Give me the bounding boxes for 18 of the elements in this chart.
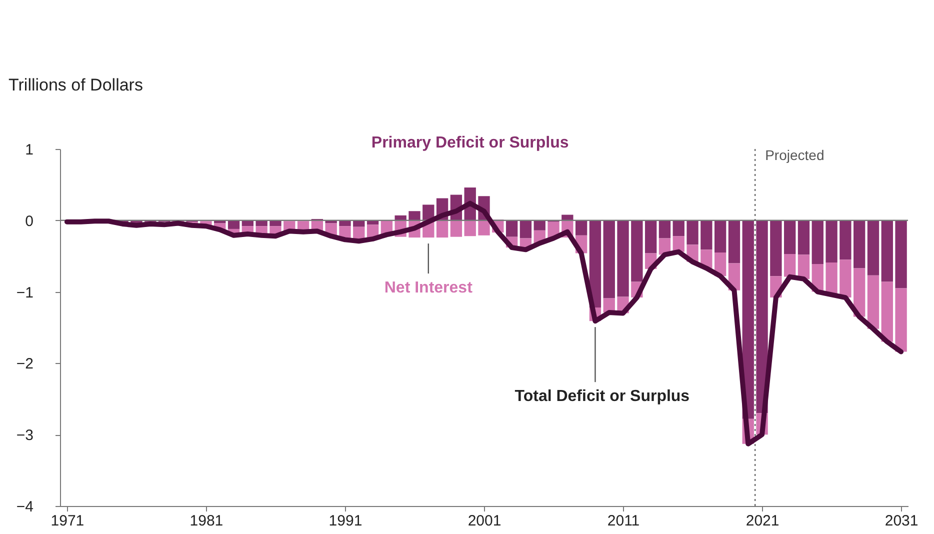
text: Net Interest — [384, 280, 474, 297]
x-tick-label: 1991 — [328, 512, 362, 530]
text: Total Deficit or Surplus — [514, 388, 690, 406]
x-tick-label: 2011 — [607, 512, 640, 530]
ref-line-label: Projected — [765, 147, 824, 163]
y-tick-label: 1 — [25, 142, 34, 158]
x-tick-label: 1981 — [190, 512, 224, 530]
x-tick-label: 1971 — [50, 512, 84, 530]
y-axis-title: Trillions of Dollars — [8, 76, 143, 94]
x-tick-label: 2001 — [468, 512, 502, 530]
y-tick-label: −2 — [16, 356, 34, 373]
text: Primary Deficit or Surplus — [371, 134, 569, 152]
x-tick-label: 2021 — [746, 512, 780, 530]
y-tick-label: −3 — [16, 427, 34, 444]
x-tick-label: 2031 — [884, 512, 918, 530]
y-tick-label: −4 — [16, 498, 34, 516]
y-tick-label: 0 — [25, 212, 34, 230]
y-tick-label: −1 — [16, 284, 34, 302]
